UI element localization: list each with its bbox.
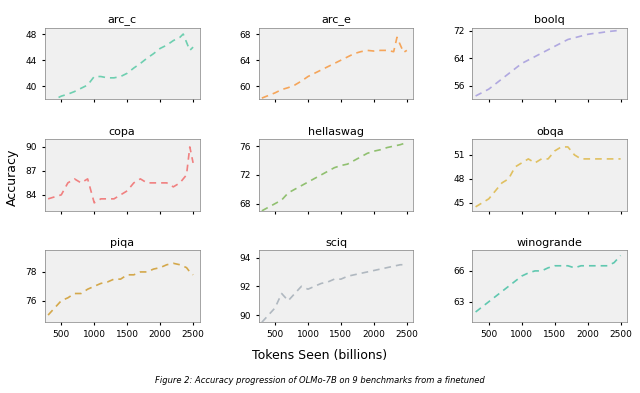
Title: copa: copa: [109, 127, 136, 137]
Title: arc_c: arc_c: [108, 16, 137, 26]
Text: Accuracy: Accuracy: [6, 148, 19, 206]
Text: Tokens Seen (billions): Tokens Seen (billions): [252, 349, 388, 362]
Title: piqa: piqa: [110, 238, 134, 248]
Title: boolq: boolq: [534, 15, 565, 25]
Title: obqa: obqa: [536, 127, 564, 137]
Title: winogrande: winogrande: [517, 238, 582, 248]
Title: arc_e: arc_e: [321, 16, 351, 26]
Text: Figure 2: Accuracy progression of OLMo-7B on 9 benchmarks from a finetuned: Figure 2: Accuracy progression of OLMo-7…: [155, 376, 485, 385]
Title: sciq: sciq: [325, 238, 347, 248]
Title: hellaswag: hellaswag: [308, 127, 364, 137]
